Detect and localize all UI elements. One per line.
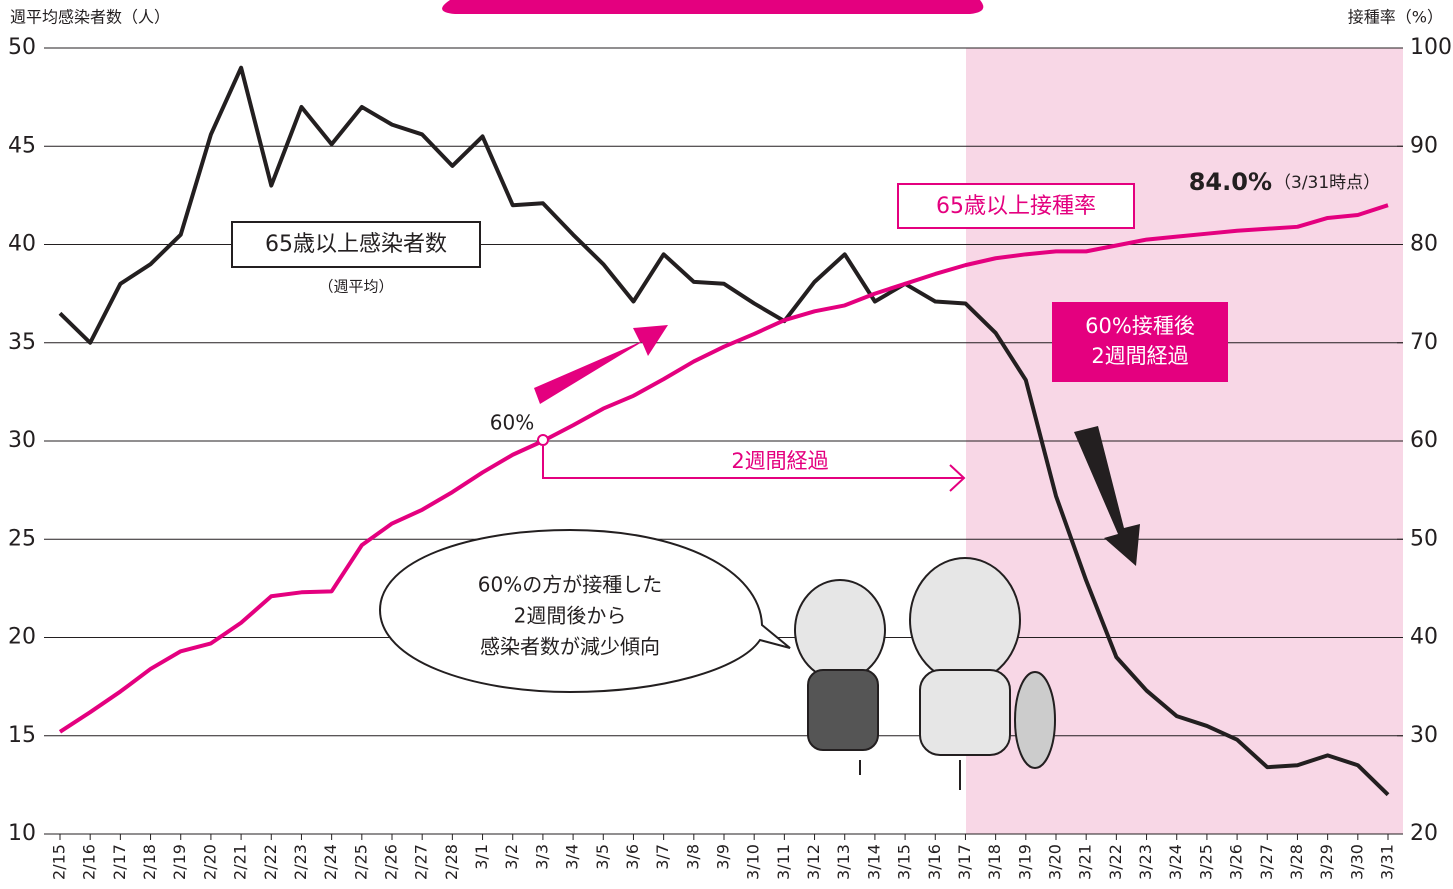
y2-tick-label: 50 [1410,526,1438,551]
x-tick-label: 3/14 [864,844,883,880]
marker [538,435,548,445]
x-tick-label: 3/5 [593,844,612,870]
y-tick-label: 45 [8,133,36,158]
x-tick-label: 3/27 [1257,844,1276,880]
annotation: 感染者数が減少傾向 [480,635,660,659]
x-tick-label: 2/27 [412,844,431,880]
x-tick-label: 3/13 [834,844,853,880]
x-tick-label: 3/1 [472,844,491,870]
annotation: 60%の方が接種した [478,573,662,597]
x-tick-label: 3/10 [744,844,763,880]
series-label: 65歳以上感染者数 [265,232,447,257]
x-tick-label: 2/19 [170,844,189,880]
x-tick-label: 3/6 [623,844,642,870]
x-tick-label: 2/23 [291,844,310,880]
x-tick-label: 3/25 [1196,844,1215,880]
y2-tick-label: 60 [1410,428,1438,453]
x-tick-label: 3/15 [895,844,914,880]
x-tick-label: 3/4 [563,844,582,870]
annotation: 60% [490,411,534,435]
y2-tick-label: 40 [1410,625,1438,650]
annotation: 60%接種後 [1085,314,1195,338]
x-tick-label: 3/18 [985,844,1004,880]
y-tick-label: 10 [8,821,36,846]
x-tick-label: 3/30 [1347,844,1366,880]
y-tick-label: 35 [8,330,36,355]
x-tick-label: 3/21 [1076,844,1095,880]
y-tick-label: 50 [8,35,36,60]
y2-tick-label: 70 [1410,330,1438,355]
annotation: 84.0% [1189,168,1272,196]
x-tick-label: 3/17 [955,844,974,880]
x-tick-label: 3/8 [683,844,702,870]
x-tick-label: 2/21 [231,844,250,880]
x-tick-label: 3/16 [925,844,944,880]
x-tick-label: 3/23 [1136,844,1155,880]
x-tick-label: 2/16 [80,844,99,880]
x-tick-label: 2/26 [382,844,401,880]
title-banner [442,0,983,14]
y-tick-label: 15 [8,723,36,748]
annotation: 2週間経過 [731,449,828,473]
x-tick-label: 3/26 [1227,844,1246,880]
x-tick-label: 3/2 [502,844,521,870]
series-label: 65歳以上接種率 [936,194,1096,219]
y2-tick-label: 30 [1410,723,1438,748]
annotation: 2週間経過 [1091,344,1188,368]
x-tick-label: 3/20 [1046,844,1065,880]
x-tick-label: 2/18 [140,844,159,880]
y2-tick-label: 80 [1410,232,1438,257]
y-tick-label: 40 [8,232,36,257]
y-tick-label: 30 [8,428,36,453]
x-tick-label: 3/9 [714,844,733,870]
x-tick-label: 3/22 [1106,844,1125,880]
x-tick-label: 3/29 [1317,844,1336,880]
x-tick-label: 3/24 [1166,844,1185,880]
y2-tick-label: 20 [1410,821,1438,846]
x-tick-label: 2/15 [50,844,69,880]
x-tick-label: 2/24 [321,844,340,880]
x-tick-label: 2/17 [110,844,129,880]
y-tick-label: 20 [8,625,36,650]
chart: 週平均感染者数（人） 接種率（%） 65歳以上感染者数 （週平均） 65歳以上接… [0,0,1453,889]
annotation: （3/31時点） [1274,173,1380,193]
x-tick-label: 2/25 [351,844,370,880]
x-tick-label: 3/7 [653,844,672,870]
y-axis-title: 週平均感染者数（人） [10,8,170,27]
arrow [534,325,668,404]
x-tick-label: 3/3 [532,844,551,870]
y2-tick-label: 100 [1410,35,1452,60]
x-tick-label: 3/19 [1015,844,1034,880]
x-tick-label: 2/22 [261,844,280,880]
annotation: 2週間後から [514,604,627,628]
x-tick-label: 3/28 [1287,844,1306,880]
y2-axis-title: 接種率（%） [1348,8,1443,27]
x-tick-label: 3/12 [804,844,823,880]
x-tick-label: 3/31 [1378,844,1397,880]
x-tick-label: 2/28 [442,844,461,880]
x-tick-label: 3/11 [774,844,793,880]
annotation: （週平均） [318,278,393,296]
y-tick-label: 25 [8,526,36,551]
x-tick-label: 2/20 [200,844,219,880]
y2-tick-label: 90 [1410,133,1438,158]
